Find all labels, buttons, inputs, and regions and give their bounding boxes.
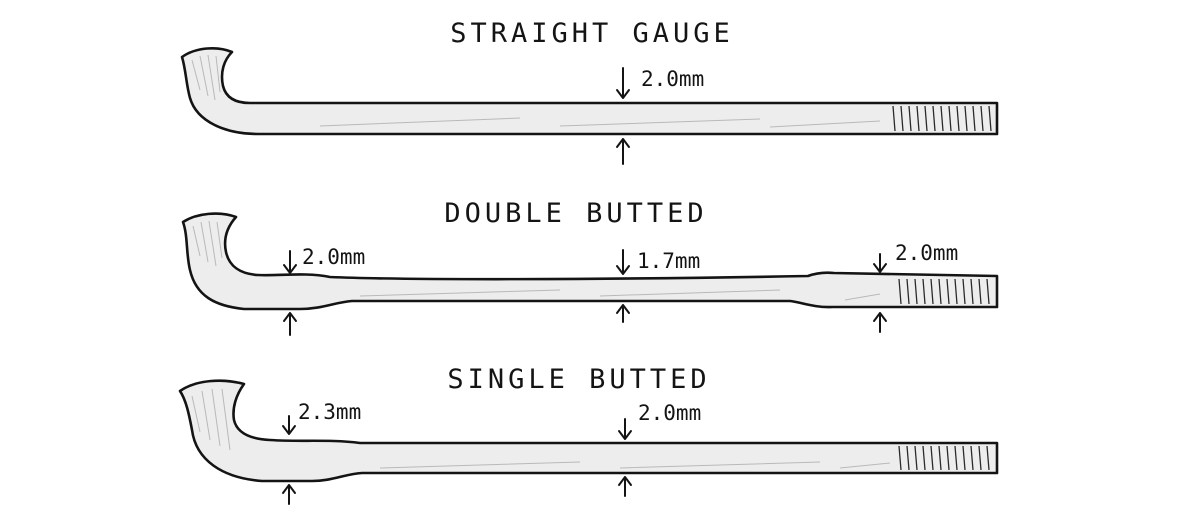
down-arrow-icon	[283, 250, 297, 274]
up-arrow-icon	[616, 304, 630, 323]
double-butted-left-diameter-label: 2.0mm	[302, 245, 365, 269]
single-butted-threads	[898, 445, 990, 471]
straight-gauge-shading	[191, 54, 881, 128]
double-butted-right-diameter-label: 2.0mm	[895, 241, 958, 265]
down-arrow-icon	[616, 67, 630, 99]
straight-gauge-spoke: STRAIGHT GAUGE 2.0mm	[180, 18, 999, 165]
up-arrow-icon	[283, 312, 297, 336]
straight-gauge-threads	[892, 105, 992, 132]
single-butted-spoke-body	[178, 379, 999, 483]
down-arrow-icon	[282, 415, 296, 435]
double-butted-title: DOUBLE BUTTED	[444, 198, 707, 229]
down-arrow-icon	[618, 418, 632, 440]
single-butted-title: SINGLE BUTTED	[447, 364, 710, 395]
single-butted-spoke: SINGLE BUTTED 2.3mm 2.0mm	[178, 364, 999, 505]
up-arrow-icon	[616, 138, 630, 165]
straight-gauge-title: STRAIGHT GAUGE	[450, 18, 734, 49]
straight-gauge-diameter-label: 2.0mm	[641, 67, 704, 91]
down-arrow-icon	[873, 253, 887, 273]
up-arrow-icon	[282, 484, 296, 505]
double-butted-spoke: DOUBLE BUTTED 2.0mm 1.7mm 2.0mm	[181, 198, 999, 336]
double-butted-shading	[192, 220, 881, 301]
single-butted-butt-diameter-label: 2.3mm	[298, 400, 361, 424]
down-arrow-icon	[616, 249, 630, 275]
double-butted-center-diameter-label: 1.7mm	[637, 249, 700, 273]
single-butted-shading	[191, 388, 891, 469]
double-butted-spoke-body	[181, 212, 999, 311]
straight-gauge-spoke-body	[180, 47, 999, 136]
single-butted-shaft-diameter-label: 2.0mm	[638, 401, 701, 425]
double-butted-threads	[898, 278, 990, 305]
up-arrow-icon	[618, 476, 632, 497]
up-arrow-icon	[873, 312, 887, 333]
